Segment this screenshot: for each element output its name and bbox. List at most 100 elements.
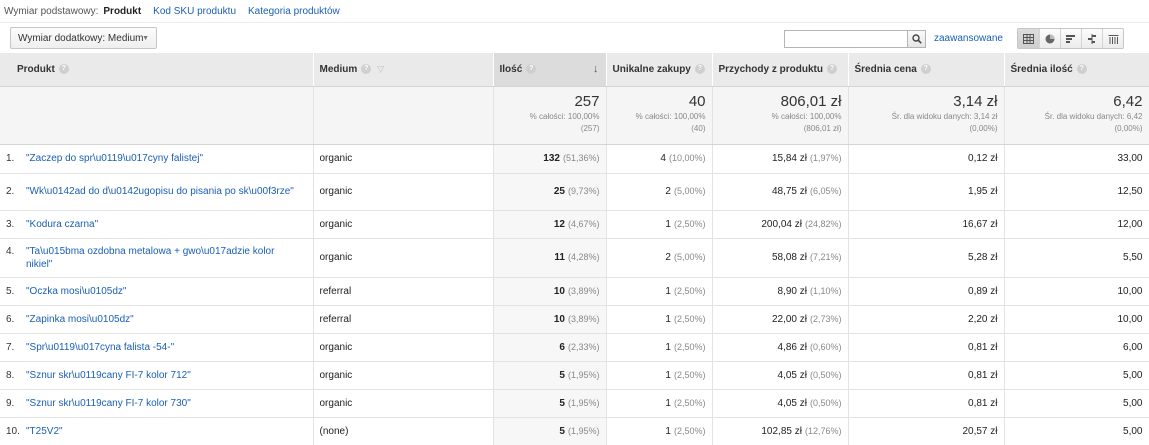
totals-avg-price-value: 3,14 zł <box>953 92 998 110</box>
medium-cell: organic <box>313 144 494 174</box>
revenue-cell: 102,85 zł (12,76%) <box>712 417 849 445</box>
filter-icon[interactable]: ▽ <box>377 63 385 74</box>
table-row: 8. "Sznur skr\u0119cany FI-7 kolor 712" or… <box>0 361 1149 390</box>
medium-cell: (none) <box>313 417 494 445</box>
avg-price-cell: 0,12 zł <box>848 144 1005 174</box>
quantity-percent: (3,89%) <box>567 313 600 324</box>
quantity-cell: 132 (51,36%) <box>493 144 607 174</box>
comparison-view-button[interactable] <box>1081 29 1102 48</box>
help-icon[interactable]: ? <box>526 64 537 75</box>
product-cell: 4. "Ta\u015bma ozdobna metalowa + gwo\u01… <box>0 238 314 278</box>
revenue-value: 200,04 zł <box>761 218 802 230</box>
help-icon[interactable]: ? <box>920 64 931 75</box>
row-index: 5. <box>6 285 15 297</box>
col-header-unique-label: Unikalne zakupy <box>612 63 691 75</box>
unique-cell: 1 (2,50%) <box>606 361 713 390</box>
pivot-view-button[interactable] <box>1102 29 1123 48</box>
unique-value: 1 <box>665 218 671 230</box>
revenue-value: 15,84 zł <box>771 153 807 164</box>
advanced-filter-link[interactable]: zaawansowane <box>934 33 1003 44</box>
dimension-produkt-active[interactable]: Produkt <box>103 5 142 17</box>
help-icon[interactable]: ? <box>694 64 705 75</box>
quantity-cell: 12 (4,67%) <box>493 210 607 239</box>
performance-view-button[interactable] <box>1060 29 1081 48</box>
col-header-quantity[interactable]: Ilość? ↓ <box>493 53 607 87</box>
table-row: 2. "Wk\u0142ad do d\u0142ugopisu do pisan… <box>0 173 1149 211</box>
totals-avg-price: 3,14 zł Śr. dla widoku danych: 3,14 zł (… <box>848 86 1005 145</box>
unique-value: 1 <box>665 397 671 409</box>
product-link[interactable]: "Sznur skr\u0119cany FI-7 kolor 712" <box>26 369 191 381</box>
help-icon[interactable]: ? <box>361 64 372 75</box>
avg-qty-cell: 5,50 <box>1004 238 1149 278</box>
unique-cell: 1 (2,50%) <box>606 305 713 334</box>
revenue-percent: (24,82%) <box>804 218 842 229</box>
quantity-cell: 11 (4,28%) <box>493 238 607 278</box>
product-link[interactable]: "Spr\u0119\u017cyna falista -54-" <box>26 341 175 353</box>
product-link[interactable]: "Kodura czarna" <box>26 218 99 230</box>
quantity-value: 6 <box>559 341 565 353</box>
quantity-percent: (2,33%) <box>567 341 600 352</box>
medium-cell: organic <box>313 333 494 362</box>
revenue-cell: 200,04 zł (24,82%) <box>712 210 849 239</box>
help-icon[interactable]: ? <box>1076 64 1087 75</box>
avg-qty-cell: 5,00 <box>1004 389 1149 418</box>
revenue-percent: (0,50%) <box>809 397 842 408</box>
row-index: 1. <box>6 153 15 164</box>
revenue-value: 4,86 zł <box>777 341 807 353</box>
col-header-unique-purchases[interactable]: Unikalne zakupy? <box>606 53 713 87</box>
revenue-percent: (2,73%) <box>809 313 842 324</box>
revenue-cell: 8,90 zł (1,10%) <box>712 277 849 306</box>
quantity-value: 12 <box>553 218 565 230</box>
table-view-button[interactable] <box>1018 29 1039 48</box>
row-index: 9. <box>6 397 15 409</box>
totals-product-cell <box>0 86 314 145</box>
avg-price-cell: 0,89 zł <box>848 277 1005 306</box>
pie-view-button[interactable] <box>1039 29 1060 48</box>
col-header-avg-quantity[interactable]: Średnia ilość? <box>1004 53 1149 87</box>
col-header-product[interactable]: Produkt? <box>0 53 314 87</box>
product-cell: 10. "T25V2" <box>0 417 314 445</box>
dimension-category-link[interactable]: Kategoria produktów <box>248 5 340 17</box>
product-link[interactable]: "Zapinka mosi\u0105dz" <box>26 313 134 325</box>
secondary-dimension-dropdown[interactable]: Wymiar dodatkowy: Medium ▼ <box>10 27 157 49</box>
col-header-medium[interactable]: Medium? ▽ <box>313 53 494 87</box>
product-cell: 5. "Oczka mosi\u0105dz" <box>0 277 314 306</box>
quantity-value: 10 <box>553 285 565 297</box>
product-link[interactable]: "Oczka mosi\u0105dz" <box>26 285 127 297</box>
col-header-revenue[interactable]: Przychody z produktu? <box>712 53 849 87</box>
unique-percent: (2,50%) <box>673 369 706 380</box>
col-header-avg-price[interactable]: Średnia cena? <box>848 53 1005 87</box>
revenue-value: 4,05 zł <box>777 397 807 409</box>
totals-avg-price-diff: (0,00%) <box>969 123 998 133</box>
revenue-percent: (12,76%) <box>804 425 842 436</box>
product-link[interactable]: "T25V2" <box>26 425 63 437</box>
product-link[interactable]: "Wk\u0142ad do d\u0142ugopisu do pisania… <box>26 186 294 197</box>
chevron-down-icon: ▼ <box>142 35 149 42</box>
revenue-percent: (1,97%) <box>809 153 842 163</box>
pivot-view-icon <box>1108 34 1118 44</box>
totals-medium-cell <box>313 86 494 145</box>
quantity-percent: (1,95%) <box>567 369 600 380</box>
unique-value: 1 <box>665 313 671 325</box>
quantity-cell: 5 (1,95%) <box>493 389 607 418</box>
search-input[interactable] <box>784 30 907 48</box>
product-link[interactable]: "Zaczep do spr\u0119\u017cyny falistej" <box>26 153 204 164</box>
col-header-medium-label: Medium <box>319 63 358 75</box>
pie-view-icon <box>1045 34 1055 43</box>
quantity-cell: 5 (1,95%) <box>493 361 607 390</box>
dimension-sku-link[interactable]: Kod SKU produktu <box>153 5 236 17</box>
avg-price-cell: 1,95 zł <box>848 173 1005 211</box>
view-switcher <box>1017 28 1124 49</box>
quantity-cell: 25 (9,73%) <box>493 173 607 211</box>
product-link[interactable]: "Ta\u015bma ozdobna metalowa + gwo\u017a… <box>26 245 275 270</box>
quantity-cell: 10 (3,89%) <box>493 277 607 306</box>
help-icon[interactable]: ? <box>826 64 837 75</box>
totals-quantity: 257 % całości: 100,00% (257) <box>493 86 607 145</box>
help-icon[interactable]: ? <box>58 64 69 75</box>
totals-quantity-abs: (257) <box>580 123 600 133</box>
totals-avg-qty-avg: Śr. dla widoku danych: 6,42 <box>1044 111 1143 121</box>
revenue-cell: 15,84 zł (1,97%) <box>712 144 849 174</box>
table-view-icon <box>1023 33 1034 44</box>
product-link[interactable]: "Sznur skr\u0119cany FI-7 kolor 730" <box>26 397 191 409</box>
search-button[interactable] <box>907 30 926 48</box>
